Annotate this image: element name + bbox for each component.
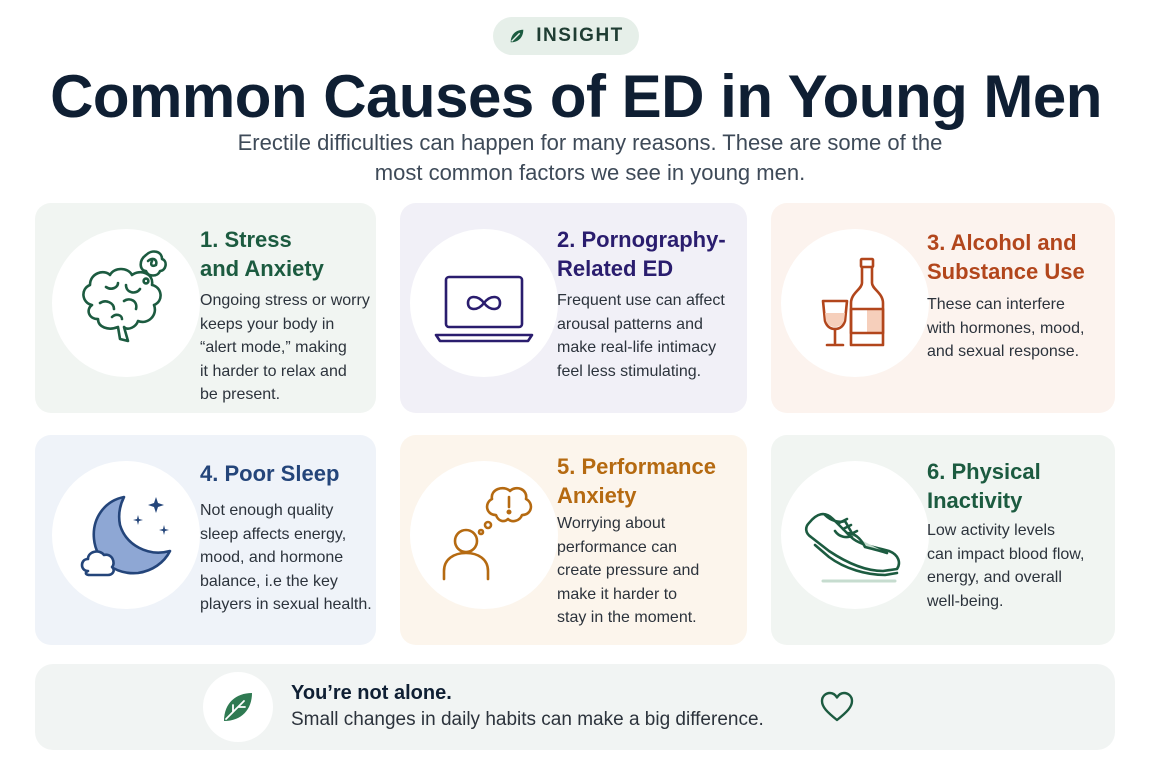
leaf-icon bbox=[510, 29, 524, 43]
card-text-line: balance, i.e the key bbox=[200, 572, 338, 590]
card-icon-circle bbox=[410, 461, 558, 609]
card-text-line: be present. bbox=[200, 386, 281, 403]
card-title-line: Anxiety bbox=[557, 483, 637, 508]
card-description: Frequent use can affect arousal patterns… bbox=[557, 289, 725, 383]
card-title-line: 2. Pornography- bbox=[557, 227, 726, 252]
card-performance-anxiety: 5. Performance Anxiety Worrying about pe… bbox=[400, 435, 747, 645]
card-title-line: Inactivity bbox=[927, 488, 1023, 513]
card-title: 4. Poor Sleep bbox=[200, 459, 339, 488]
card-title: 2. Pornography- Related ED bbox=[557, 225, 726, 283]
card-alcohol-substance-use: 3. Alcohol and Substance Use These can i… bbox=[771, 203, 1115, 413]
bottle-glass-icon bbox=[821, 257, 885, 347]
card-text-line: Frequent use can affect bbox=[557, 292, 725, 309]
card-title-line: 1. Stress bbox=[200, 227, 292, 252]
card-stress-anxiety: 1. Stress and Anxiety Ongoing stress or … bbox=[35, 203, 376, 413]
card-description: These can interfere with hormones, mood,… bbox=[927, 293, 1084, 364]
sneaker-icon bbox=[804, 512, 901, 583]
page-title: Common Causes of ED in Young Men bbox=[50, 63, 1102, 130]
footer-text: Small changes in daily habits can make a… bbox=[291, 709, 764, 730]
card-text-line: energy, and overall bbox=[927, 569, 1062, 586]
card-text-line: make real-life intimacy bbox=[557, 339, 717, 356]
card-text-line: sleep affects energy, bbox=[200, 525, 347, 543]
card-title: 1. Stress and Anxiety bbox=[200, 225, 324, 283]
card-title-line: 4. Poor Sleep bbox=[200, 461, 340, 486]
card-poor-sleep: 4. Poor Sleep Not enough quality sleep a… bbox=[35, 435, 376, 645]
card-text-line: it harder to relax and bbox=[200, 362, 347, 380]
heart-icon bbox=[820, 691, 854, 722]
card-icon-circle bbox=[781, 229, 929, 377]
card-icon-circle bbox=[781, 461, 929, 609]
card-title-line: Substance Use bbox=[927, 259, 1085, 284]
card-title-line: 5. Performance bbox=[557, 454, 716, 479]
leaf-icon bbox=[224, 693, 252, 721]
card-text-line: Not enough quality bbox=[200, 502, 334, 519]
card-description: Low activity levels can impact blood flo… bbox=[927, 519, 1084, 613]
card-text-line: make it harder to bbox=[557, 585, 678, 603]
card-text-line: and sexual response. bbox=[927, 343, 1080, 360]
card-physical-inactivity: 6. Physical Inactivity Low activity leve… bbox=[771, 435, 1115, 645]
insight-badge: INSIGHT bbox=[493, 17, 639, 55]
card-text-line: with hormones, mood, bbox=[927, 319, 1085, 337]
footer-banner: You’re not alone. Small changes in daily… bbox=[35, 664, 1115, 750]
laptop-infinity-icon bbox=[434, 275, 534, 343]
card-title-line: Related ED bbox=[557, 256, 674, 281]
card-text-line: feel less stimulating. bbox=[557, 362, 702, 380]
card-text-line: stay in the moment. bbox=[557, 609, 697, 626]
card-text-line: arousal patterns and bbox=[557, 315, 703, 333]
card-text-line: mood, and hormone bbox=[200, 549, 344, 566]
card-text-line: “alert mode,” making bbox=[200, 339, 347, 356]
card-title-line: 6. Physical bbox=[927, 459, 1041, 484]
card-description: Not enough quality sleep affects energy,… bbox=[200, 499, 372, 617]
badge-label: INSIGHT bbox=[536, 25, 624, 46]
card-icon-circle bbox=[52, 461, 200, 609]
footer-title: You’re not alone. bbox=[291, 682, 452, 704]
subtitle-line-1: Erectile difficulties can happen for man… bbox=[237, 130, 943, 155]
card-text-line: Ongoing stress or worry bbox=[200, 292, 370, 309]
card-icon-circle bbox=[52, 229, 200, 377]
thought-person-icon bbox=[442, 486, 533, 581]
card-text-line: can impact blood flow, bbox=[927, 545, 1085, 563]
card-text-line: well-being. bbox=[927, 592, 1004, 610]
card-icon-circle bbox=[410, 229, 558, 377]
footer-icon-circle bbox=[203, 672, 273, 742]
card-description: Ongoing stress or worry keeps your body … bbox=[200, 289, 370, 407]
subtitle-line-2: most common factors we see in young men. bbox=[374, 160, 806, 185]
page-subtitle: Erectile difficulties can happen for man… bbox=[220, 128, 960, 188]
brain-icon bbox=[82, 250, 167, 343]
card-title-line: and Anxiety bbox=[200, 256, 324, 281]
card-text-line: performance can bbox=[557, 538, 678, 556]
card-title: 5. Performance Anxiety bbox=[557, 452, 716, 510]
card-description: Worrying about performance can create pr… bbox=[557, 512, 699, 630]
card-text-line: keeps your body in bbox=[200, 315, 335, 333]
moon-cloud-icon bbox=[80, 495, 172, 577]
card-text-line: These can interfere bbox=[927, 296, 1065, 313]
card-text-line: create pressure and bbox=[557, 562, 700, 579]
card-title: 3. Alcohol and Substance Use bbox=[927, 228, 1085, 286]
card-text-line: Low activity levels bbox=[927, 522, 1056, 539]
card-pornography-related-ed: 2. Pornography- Related ED Frequent use … bbox=[400, 203, 747, 413]
card-text-line: players in sexual health. bbox=[200, 596, 372, 613]
card-title: 6. Physical Inactivity bbox=[927, 457, 1041, 515]
card-title-line: 3. Alcohol and bbox=[927, 230, 1077, 255]
card-text-line: Worrying about bbox=[557, 515, 666, 532]
